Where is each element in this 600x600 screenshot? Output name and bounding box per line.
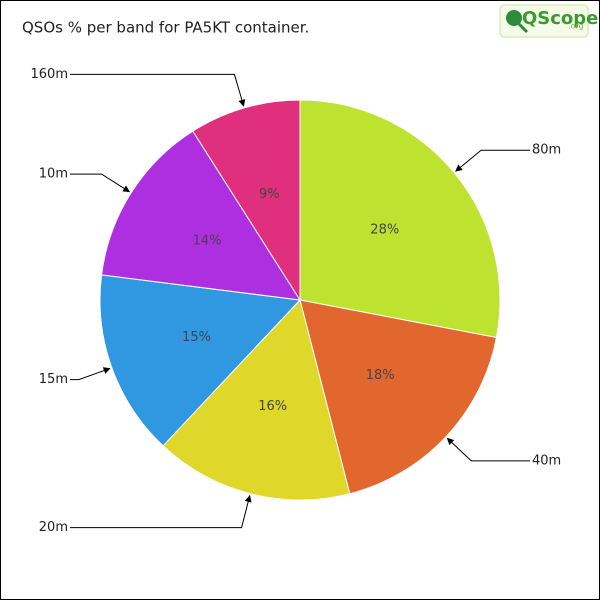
category-label: 160m bbox=[31, 67, 68, 82]
chart-title: QSOs % per band for PA5KT container. bbox=[22, 19, 309, 37]
category-label: 10m bbox=[39, 167, 68, 182]
logo[interactable]: QScope .org bbox=[499, 4, 598, 38]
pie-slice bbox=[162, 298, 351, 501]
logo-suffix: .org bbox=[568, 22, 584, 31]
category-label: 40m bbox=[532, 453, 561, 468]
leader-line bbox=[70, 173, 131, 193]
logo-icon bbox=[506, 10, 522, 26]
pie-slice bbox=[101, 130, 301, 301]
slice-label: 16% bbox=[258, 399, 287, 414]
pie-slice bbox=[192, 99, 301, 302]
slice-label: 14% bbox=[193, 234, 222, 249]
category-label: 15m bbox=[39, 372, 68, 387]
pie-slice bbox=[299, 99, 501, 339]
category-label: 80m bbox=[532, 143, 561, 158]
leader-line bbox=[70, 367, 111, 381]
category-label: 20m bbox=[39, 520, 68, 535]
leader-line bbox=[455, 149, 530, 172]
logo-icon-handle bbox=[517, 22, 529, 34]
leader-line bbox=[446, 437, 530, 462]
leader-line bbox=[70, 73, 246, 107]
pie-slice bbox=[99, 274, 302, 447]
slice-label: 18% bbox=[366, 368, 395, 383]
slice-label: 9% bbox=[259, 187, 280, 202]
logo-text: QScope bbox=[522, 8, 598, 29]
leader-line bbox=[70, 494, 252, 529]
pie-slice bbox=[299, 299, 498, 495]
slice-label: 28% bbox=[370, 222, 399, 237]
slice-label: 15% bbox=[182, 330, 211, 345]
